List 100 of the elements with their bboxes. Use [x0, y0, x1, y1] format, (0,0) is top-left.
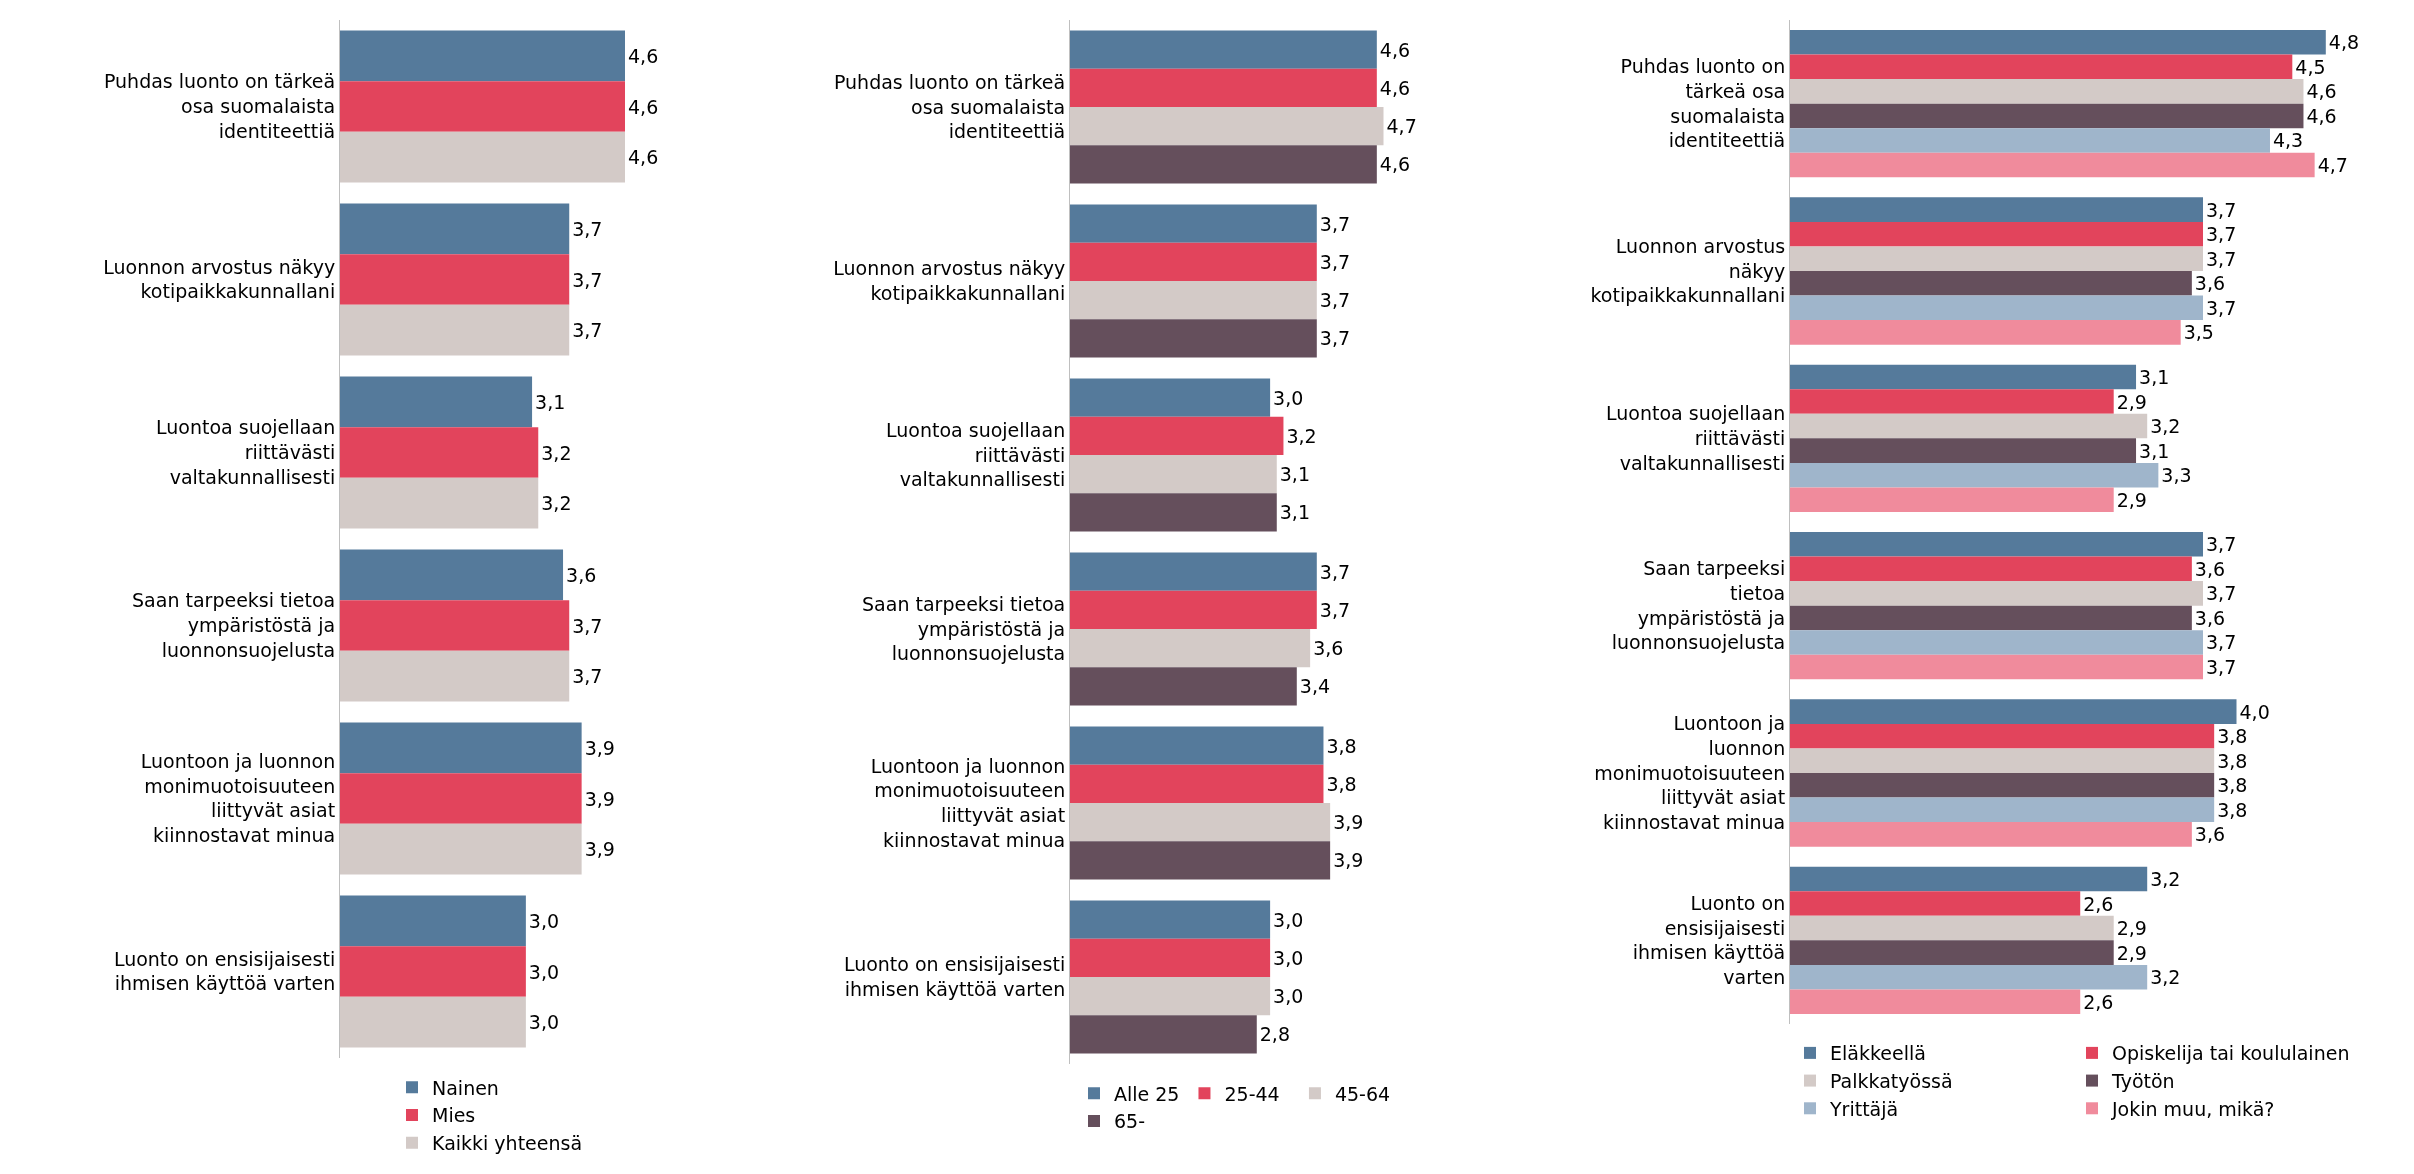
data-label: 3,7	[572, 614, 603, 637]
bar	[340, 600, 570, 651]
bar	[340, 650, 570, 702]
legend-label: Nainen	[432, 1076, 499, 1099]
bar	[1790, 413, 2148, 439]
y-tick-label: Puhdas luonto on tärkeä osa suomalaista identiteettiä	[1620, 55, 1786, 152]
y-tick-label: Luontoa suojellaan riittävästi valtakunnallisesti	[886, 418, 1066, 491]
data-label: 3,2	[1286, 424, 1317, 447]
bar	[1790, 822, 2192, 847]
data-label: 3,7	[2206, 296, 2237, 319]
bar	[1070, 68, 1377, 107]
bar	[1790, 295, 2204, 321]
data-label: 4,5	[2295, 55, 2326, 78]
legend-label: Jokin muu, mikä?	[2111, 1097, 2275, 1120]
y-tick-label: Luonnon arvostus näkyy kotipaikkakunnallani	[833, 257, 1066, 304]
bar	[1070, 281, 1317, 320]
bar	[1790, 30, 2326, 55]
data-label: 3,7	[572, 268, 603, 291]
bar	[1070, 552, 1317, 591]
data-label: 4,6	[2306, 80, 2337, 103]
data-label: 3,6	[566, 563, 597, 586]
legend-label: 45-64	[1334, 1082, 1391, 1105]
bar	[340, 996, 526, 1048]
data-label: 3,0	[1273, 985, 1304, 1008]
bar	[1790, 103, 2304, 129]
bar	[1790, 605, 2192, 631]
data-label: 3,0	[1273, 386, 1304, 409]
bar	[1070, 455, 1277, 494]
bar	[1070, 107, 1384, 146]
data-label: 3,9	[584, 736, 615, 759]
data-label: 3,7	[1319, 212, 1351, 235]
data-label: 3,7	[572, 217, 603, 240]
data-label: 3,9	[1333, 811, 1364, 834]
data-label: 3,2	[2150, 867, 2181, 890]
data-label: 3,9	[584, 838, 615, 861]
bar	[1070, 977, 1271, 1016]
bar	[340, 895, 526, 947]
data-label: 3,1	[535, 390, 566, 413]
data-label: 3,7	[1319, 327, 1351, 350]
bar	[1790, 487, 2114, 512]
y-tick-label: Luonto on ensisijaisesti ihmisen käyttöä varten	[1632, 891, 1786, 989]
data-label: 4,8	[2328, 31, 2360, 54]
y-tick-label: Luontoon ja luonnon monimuotoisuuteen liittyvät asiat kiinnostavat minua	[140, 750, 336, 847]
bar	[1790, 723, 2215, 749]
data-label: 4,6	[1379, 76, 1411, 99]
data-label: 3,0	[528, 1011, 560, 1034]
bar	[1070, 1015, 1257, 1054]
legend-label: Opiskelija tai koululainen	[2112, 1042, 2350, 1065]
data-label: 3,8	[1326, 734, 1357, 757]
data-label: 3,2	[541, 441, 572, 464]
data-label: 4,3	[2272, 129, 2304, 152]
data-label: 3,7	[572, 665, 603, 688]
bar	[340, 722, 582, 774]
data-label: 3,7	[1319, 250, 1351, 273]
bar	[1070, 493, 1277, 532]
data-label: 3,7	[572, 319, 603, 342]
bar	[1070, 242, 1317, 281]
bar	[1790, 462, 2159, 488]
bar	[340, 773, 582, 824]
bar	[1790, 748, 2215, 773]
y-tick-label: Luontoa suojellaan riittävästi valtakunnallisesti	[156, 416, 336, 488]
bar	[1790, 699, 2237, 724]
legend-label: Yrittäjä	[1829, 1097, 1899, 1120]
bar	[1790, 797, 2215, 823]
bar	[1070, 841, 1331, 880]
bar	[1070, 204, 1317, 243]
data-label: 3,0	[1273, 908, 1304, 931]
data-label: 2,9	[2116, 917, 2147, 940]
data-label: 3,7	[1319, 289, 1351, 312]
bar	[1790, 654, 2204, 680]
legend-label: 25-44	[1224, 1082, 1280, 1105]
bar	[1790, 152, 2315, 178]
data-label: 3,1	[2139, 365, 2170, 388]
data-label: 2,9	[2116, 941, 2147, 964]
bar	[1790, 389, 2114, 414]
legend-label: Eläkkeellä	[1830, 1042, 1926, 1065]
y-tick-label: Luonto on ensisijaisesti ihmisen käyttöä varten	[843, 953, 1066, 1000]
data-label: 3,7	[2206, 582, 2237, 605]
bar	[1070, 590, 1317, 629]
bar	[1790, 246, 2204, 271]
data-label: 4,6	[628, 44, 659, 67]
bar	[1790, 221, 2204, 247]
bar	[1070, 319, 1317, 358]
data-label: 3,7	[2206, 656, 2237, 679]
bar	[340, 30, 625, 82]
bar	[1790, 532, 2204, 557]
data-label: 3,4	[1299, 675, 1331, 698]
bar	[1790, 915, 2114, 941]
data-label: 3,7	[2206, 631, 2237, 654]
data-label: 3,8	[2217, 749, 2248, 772]
bar	[1070, 145, 1377, 184]
bar	[1070, 30, 1377, 69]
data-label: 3,7	[1319, 598, 1351, 621]
bar	[1790, 364, 2137, 390]
bar	[1790, 438, 2137, 463]
data-label: 3,5	[2183, 321, 2214, 344]
bar	[1790, 271, 2192, 296]
data-label: 2,6	[2083, 990, 2114, 1013]
data-label: 3,0	[528, 909, 560, 932]
data-label: 4,7	[1386, 115, 1417, 138]
